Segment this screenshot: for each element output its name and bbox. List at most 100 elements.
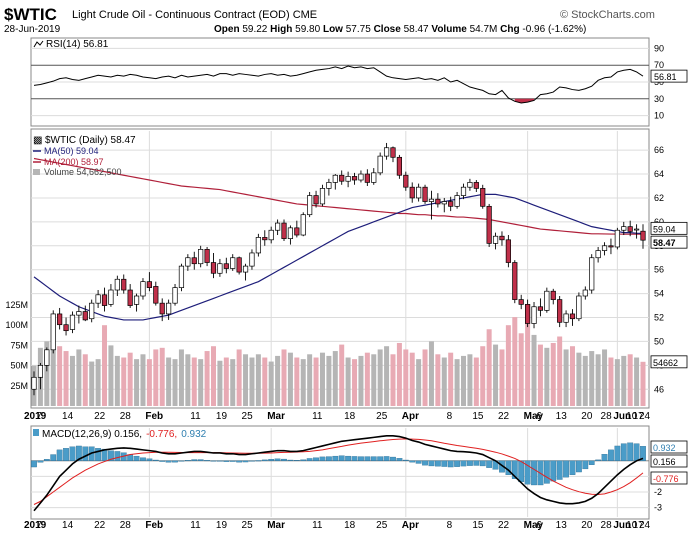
volume-bar (480, 346, 486, 406)
price-tick-label: 56 (654, 265, 664, 275)
candle-body (448, 201, 454, 207)
volume-bar (416, 359, 422, 406)
candle-body (307, 195, 313, 216)
price-x-tick-label: 18 (344, 411, 356, 422)
volume-bar (159, 347, 165, 406)
candle-body (268, 229, 274, 241)
candle-body (505, 239, 511, 263)
candle-body (44, 349, 50, 366)
candle-body (569, 313, 576, 320)
macd-x-tick-label: 7 (36, 520, 42, 531)
volume-bar (287, 352, 293, 406)
macd-histogram-bar (217, 460, 223, 462)
macd-histogram-bar (614, 445, 621, 461)
volume-bar (345, 357, 351, 406)
macd-histogram-bar (133, 455, 140, 461)
volume-bar (339, 344, 345, 406)
candle-body (133, 295, 140, 305)
volume-bar (582, 355, 588, 406)
price-x-tick-label: 13 (556, 411, 568, 422)
volume-bar (537, 344, 543, 406)
volume-bar (281, 349, 287, 406)
volume-bar (441, 357, 447, 406)
price-x-tick-label: 17 (633, 411, 645, 422)
macd-histogram-bar (511, 460, 518, 479)
ticker-description: Light Crude Oil - Continuous Contract (E… (72, 9, 318, 21)
volume-bar (531, 334, 537, 406)
ma50-legend-label: MA(50) 59.04 (44, 146, 99, 156)
watermark[interactable]: © StockCharts.com (560, 9, 655, 21)
candle-body (525, 304, 531, 324)
rsi-series (33, 65, 644, 104)
price-x-tick-label: 15 (472, 411, 484, 422)
volume-legend-icon (33, 169, 40, 175)
rsi-line (33, 65, 644, 104)
macd-histogram-bar (627, 442, 634, 461)
candle-body (441, 201, 447, 205)
macd-histogram-bar (31, 460, 37, 468)
volume-bar (262, 357, 268, 406)
candles (31, 142, 646, 396)
price-x-tick-label: Jun (613, 411, 631, 422)
candle-body (262, 237, 268, 241)
macd-histogram-bar (165, 460, 172, 463)
price-tick-label: 54 (654, 289, 664, 299)
candle-body (377, 155, 383, 174)
ticker-symbol: $WTIC (4, 5, 57, 24)
volume-bar (166, 357, 172, 406)
candle-body (223, 263, 229, 269)
candle-body (242, 265, 249, 273)
close-label: Close (373, 24, 401, 35)
volume-bar (275, 355, 281, 406)
price-x-tick-label: 28 (601, 411, 613, 422)
axis-labels: 907050301056.816664626058565452504846125… (5, 43, 688, 531)
candle-body (236, 257, 242, 273)
volume-bar (236, 349, 242, 406)
price-x-tick-label: 11 (312, 411, 323, 422)
macd-histogram-bar (383, 456, 390, 461)
macd-tick-label: -2 (654, 487, 662, 497)
price-tick-label: 64 (654, 169, 664, 179)
candle-body (633, 228, 640, 231)
volume-bar (435, 354, 441, 406)
macd-signal-value-label: -0.776 (653, 474, 679, 484)
macd-histogram-bar (274, 458, 281, 461)
candle-body (512, 262, 518, 300)
ma200-line (33, 157, 643, 235)
volume-bar (134, 359, 140, 406)
volume-bar (595, 354, 601, 406)
macd-x-tick-label: 24 (639, 520, 651, 531)
candle-body (101, 294, 108, 306)
price-x-tick-label: 8 (447, 411, 453, 422)
candle-body (403, 174, 409, 188)
close-value-label: 58.47 (653, 238, 676, 248)
volume-bar (627, 354, 633, 406)
macd-x-tick-label: 11 (312, 520, 323, 531)
candle-body (364, 173, 370, 183)
volume-bar (44, 341, 50, 406)
candle-body (166, 302, 172, 315)
macd-x-tick-label: 22 (498, 520, 510, 531)
macd-histogram-bar (332, 455, 339, 461)
macd-histogram-bar (268, 459, 275, 461)
volume-bar (172, 359, 178, 406)
chg-value: -0.96 (-1.62%) (522, 24, 587, 35)
macd-histogram-bar (563, 460, 569, 478)
candle-body (332, 174, 338, 183)
macd-legend: MACD(12,26,9) 0.156, -0.776, 0.932 (33, 429, 207, 440)
candle-body (255, 237, 261, 254)
volume-bar (448, 352, 454, 406)
macd-histogram-bar (95, 448, 101, 461)
macd-histogram-bar (63, 448, 69, 461)
macd-histogram-bar (140, 457, 146, 461)
macd-histogram-bar (582, 460, 589, 470)
close-value-box (650, 235, 688, 249)
candle-body (185, 257, 191, 267)
macd-x-tick-label: 25 (376, 520, 388, 531)
macd-histogram-bar (569, 460, 576, 475)
candle-body (198, 249, 204, 265)
macd-x-tick-label: 14 (62, 520, 74, 531)
volume-bar (384, 346, 390, 406)
candle-body (582, 289, 588, 297)
high-value: 59.80 (295, 24, 321, 35)
